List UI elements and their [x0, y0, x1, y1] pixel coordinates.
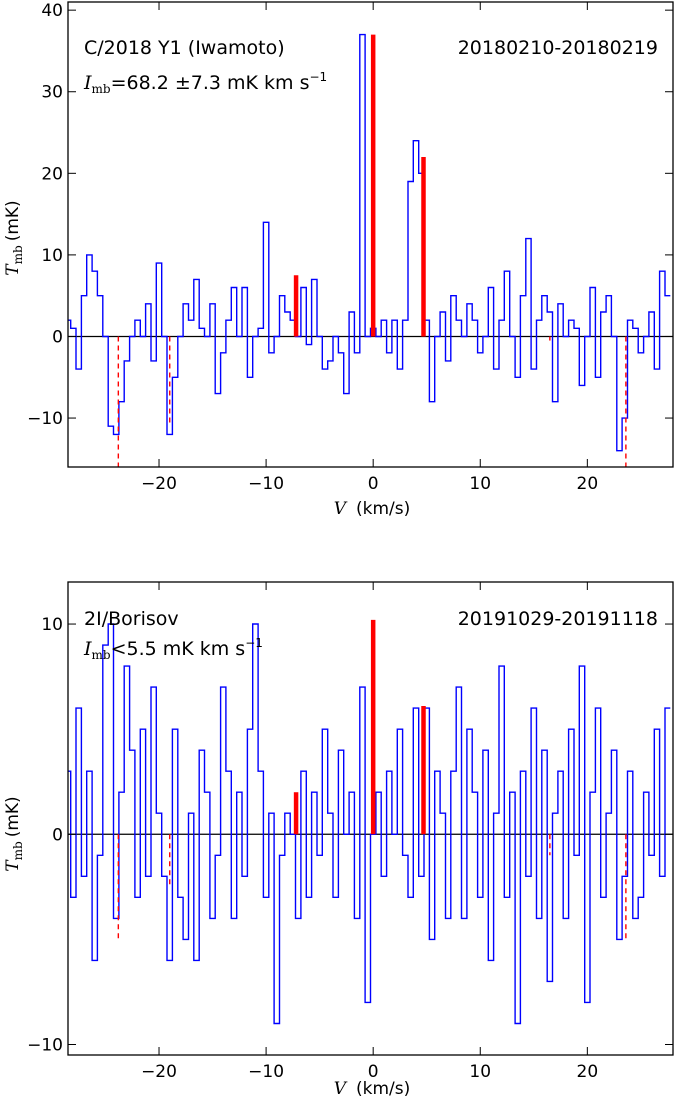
- y-tick-label: 10: [41, 615, 63, 635]
- plot-frame: [67, 1, 674, 468]
- intensity-label: Imb=68.2 ±7.3 mK km s−1: [83, 70, 327, 96]
- x-tick-label: 0: [368, 1062, 379, 1082]
- object-label: C/2018 Y1 (Iwamoto): [84, 37, 285, 59]
- x-tick-label: −10: [248, 1062, 284, 1082]
- intensity-subscript: mb: [92, 648, 111, 662]
- y-tick-label: 30: [41, 83, 63, 103]
- y-tick-label: −10: [27, 1035, 63, 1055]
- date-range-label: 20180210-20180219: [458, 37, 658, 59]
- intensity-symbol: I: [83, 638, 92, 660]
- spectrum-line: [68, 33, 671, 452]
- intensity-label: Imb<5.5 mK km s−1: [83, 636, 263, 662]
- x-tick-label: 0: [368, 474, 379, 494]
- intensity-value: =68.2 ±7.3 mK km s: [111, 72, 310, 94]
- y-axis-label: Tmb(mK): [3, 796, 25, 871]
- x-axis-label: V (km/s): [334, 499, 411, 519]
- intensity-subscript: mb: [92, 82, 111, 96]
- panel-borisov: −20 −10 0 10 20 −10 0 10 2I/Borisov 20191029-20…: [3, 581, 674, 1099]
- y-tick-label: 10: [41, 246, 63, 266]
- y-tick-label: 20: [41, 164, 63, 184]
- y-tick-label: 40: [41, 1, 63, 21]
- y-tick-label: −10: [27, 409, 63, 429]
- x-tick-label: 10: [469, 474, 491, 494]
- x-tick-label: −20: [141, 1062, 177, 1082]
- x-tick-label: −20: [141, 474, 177, 494]
- intensity-symbol: I: [83, 72, 92, 94]
- plot-frame: [67, 581, 674, 1056]
- object-label: 2I/Borisov: [84, 608, 179, 630]
- y-tick-label: 0: [52, 825, 63, 845]
- intensity-exponent: −1: [309, 70, 327, 84]
- intensity-value: <5.5 mK km s: [111, 638, 246, 660]
- y-axis-label: Tmb(mK): [3, 200, 25, 275]
- x-tick-label: 10: [469, 1062, 491, 1082]
- date-range-label: 20191029-20191118: [458, 608, 658, 630]
- spectrum-line: [68, 623, 671, 1025]
- x-tick-label: −10: [248, 474, 284, 494]
- panel-iwamoto: −20 −10 0 10 20 −10 0 10 20 30 40 C/2018 Y1 (Iwamo…: [3, 1, 674, 519]
- intensity-exponent: −1: [245, 636, 263, 650]
- x-axis-label: V (km/s): [334, 1079, 411, 1099]
- y-tick-label: 0: [52, 327, 63, 347]
- x-tick-label: 20: [577, 474, 599, 494]
- x-tick-label: 20: [577, 1062, 599, 1082]
